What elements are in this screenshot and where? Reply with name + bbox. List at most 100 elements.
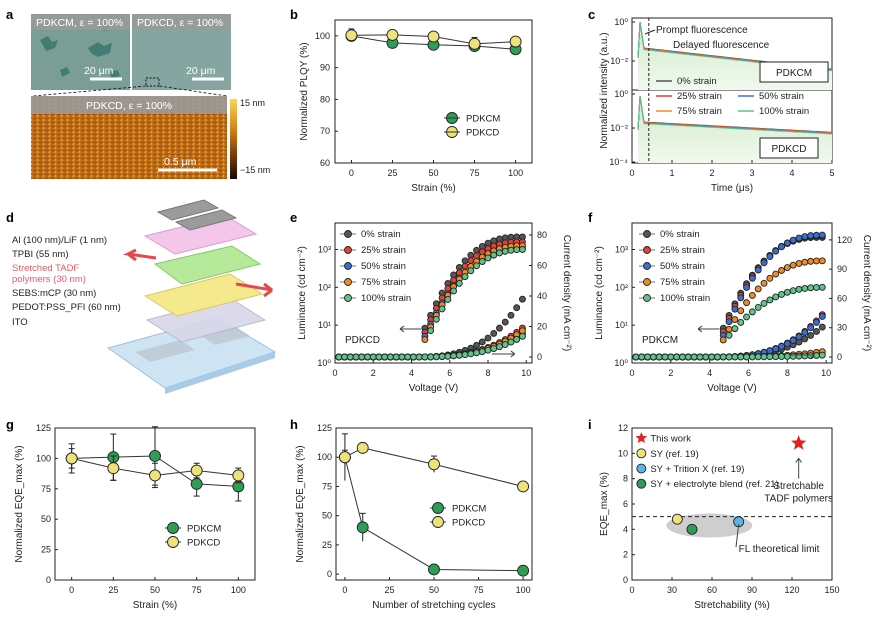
- x-tick-label: 25: [108, 585, 118, 595]
- luminance-point: [748, 308, 756, 316]
- legend-label: 25% strain: [677, 91, 722, 102]
- current-point: [346, 353, 354, 361]
- stretch-arrow-left: [123, 248, 157, 262]
- current-point: [507, 311, 515, 319]
- current-point: [375, 353, 383, 361]
- x-axis-label: Voltage (V): [409, 383, 458, 394]
- luminance-point: [725, 318, 733, 326]
- series-line: [344, 457, 524, 572]
- panel-i: 0 30 60 90 120 150 0 2 4 6 8 10 12 Stretchability (%)…: [599, 423, 840, 611]
- luminance-point: [513, 246, 521, 254]
- legend-label: PDKCD: [466, 128, 499, 139]
- current-point: [731, 353, 739, 361]
- luminance-point: [801, 258, 809, 266]
- layer-label: polymers (30 nm): [12, 274, 86, 285]
- image1-label: PDKCM, ε = 100%: [36, 17, 123, 29]
- legend-label: 75% strain: [677, 106, 722, 117]
- y-tick-label: 125: [317, 423, 332, 433]
- legend-label: 50% strain: [660, 261, 705, 272]
- legend-label: 0% strain: [361, 229, 401, 240]
- current-point: [496, 324, 503, 332]
- luminance-point: [766, 253, 774, 260]
- x-tick-label: 2: [371, 368, 376, 378]
- legend-label: 25% strain: [361, 245, 406, 256]
- y-tick-label: 8: [623, 474, 628, 484]
- current-point: [778, 353, 785, 360]
- luminance-point: [778, 243, 785, 251]
- panel-label-b: b: [290, 7, 298, 22]
- luminance-point: [807, 284, 815, 292]
- luminance-point: [795, 285, 803, 293]
- device-label: PDKCD: [345, 335, 380, 346]
- panel-g: 0 25 50 75 100 0 25 50 75 100 125 Strain (%) Normali…: [14, 423, 256, 611]
- panel-e-frame: [334, 222, 533, 364]
- current-point: [432, 353, 440, 361]
- luminance-point: [778, 290, 785, 298]
- legend-marker: [344, 262, 352, 270]
- x-tick-label: 0: [69, 585, 74, 595]
- current-point: [358, 353, 366, 361]
- luminance-point: [490, 251, 498, 259]
- current-point: [638, 353, 646, 361]
- current-point: [713, 353, 721, 361]
- legend-label: SY + Trition X (ref. 19): [650, 464, 744, 475]
- y-tick-label: 10⁻⁴: [609, 157, 628, 167]
- luminance-point: [455, 279, 463, 287]
- current-point: [702, 353, 710, 361]
- y2-axis-label: Current density (mA cm⁻²): [861, 235, 872, 351]
- y-tick-label: 0: [623, 575, 628, 585]
- data-point: [338, 451, 351, 464]
- pdkcd-box: [759, 137, 819, 159]
- x-tick-label: 75: [192, 585, 202, 595]
- y-tick-label: 10³: [318, 244, 331, 254]
- luminance-point: [743, 313, 751, 321]
- y-axis-label: Normalized PLQY (%): [299, 42, 310, 140]
- luminance-point: [737, 307, 745, 315]
- y-tick-label: 50: [41, 514, 51, 524]
- y-tick-label: 10²: [615, 282, 628, 292]
- luminance-point: [766, 296, 774, 304]
- legend-marker: [635, 432, 648, 443]
- panel-label-d: d: [6, 210, 14, 225]
- luminance-point: [748, 291, 756, 299]
- x-axis-label: Number of stretching cycles: [372, 600, 495, 611]
- luminance-point: [467, 267, 475, 275]
- legend-marker: [344, 294, 352, 302]
- luminance-point: [795, 259, 803, 267]
- luminance-point: [760, 259, 768, 267]
- x-tick-label: 50: [429, 585, 439, 595]
- current-point: [818, 351, 826, 359]
- legend-label: SY + electrolyte blend (ref. 21): [650, 479, 778, 490]
- y-tick-label: 10¹: [615, 320, 628, 330]
- y-tick-label: 25: [322, 540, 332, 550]
- current-point: [438, 353, 446, 361]
- y-tick-label: 10¹: [318, 320, 331, 330]
- stretchable-label-1: Stretchable: [773, 481, 824, 492]
- current-point: [398, 353, 406, 361]
- x-axis-label: Time (μs): [711, 183, 753, 194]
- y-axis-label: Luminance (cd cm⁻²): [297, 246, 308, 340]
- current-point: [679, 353, 686, 361]
- luminance-point: [461, 273, 469, 281]
- y-tick-label: 0: [46, 575, 51, 585]
- data-point: [149, 469, 161, 482]
- x-tick-label: 0: [629, 368, 634, 378]
- x-tick-label: 2: [709, 168, 714, 178]
- luminance-point: [818, 283, 826, 291]
- current-point: [484, 334, 492, 342]
- luminance-point: [719, 336, 727, 344]
- layer-label: Al (100 nm)/LiF (1 nm): [12, 235, 107, 246]
- y2-tick-label: 80: [537, 230, 547, 240]
- current-point: [807, 331, 815, 339]
- fl-pointer: [735, 524, 740, 548]
- y-tick-label: 10⁰: [614, 358, 628, 368]
- current-point: [783, 340, 791, 348]
- luminance-point: [473, 262, 480, 270]
- panel-label-c: c: [588, 7, 595, 22]
- y-tick-label: 10²: [318, 282, 331, 292]
- x-tick-label: 75: [470, 168, 480, 178]
- luminance-point: [432, 315, 440, 323]
- legend-marker: [167, 522, 179, 534]
- al-cathode-1: [156, 199, 220, 221]
